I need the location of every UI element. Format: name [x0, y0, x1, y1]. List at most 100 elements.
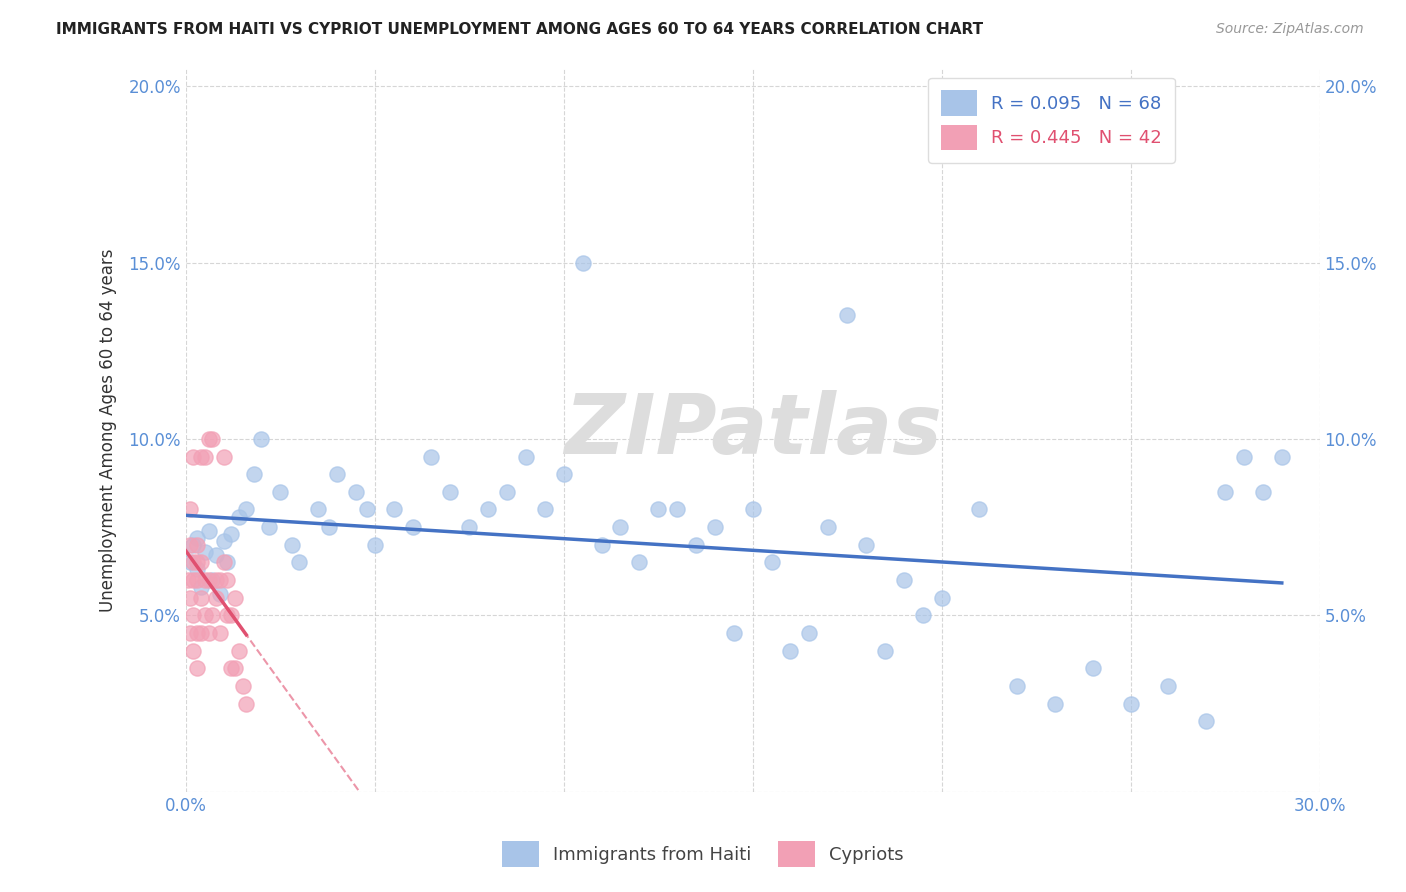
Point: [194, 545, 217, 559]
Point: [179, 555, 201, 569]
Point: [420, 450, 443, 464]
Point: [190, 626, 212, 640]
Point: [515, 450, 537, 464]
Point: [356, 502, 378, 516]
Point: [228, 643, 250, 657]
Point: [269, 484, 291, 499]
Point: [969, 502, 991, 516]
Point: [179, 538, 201, 552]
Point: [1195, 714, 1218, 728]
Point: [250, 432, 273, 446]
Point: [855, 538, 877, 552]
Point: [779, 643, 801, 657]
Point: [219, 608, 242, 623]
Point: [741, 502, 763, 516]
Point: [666, 502, 689, 516]
Point: [183, 573, 205, 587]
Text: ZIPatlas: ZIPatlas: [564, 390, 942, 471]
Point: [186, 562, 208, 576]
Point: [364, 538, 387, 552]
Point: [288, 555, 311, 569]
Point: [553, 467, 575, 482]
Point: [893, 573, 915, 587]
Point: [496, 484, 519, 499]
Point: [186, 573, 208, 587]
Point: [186, 661, 208, 675]
Point: [194, 573, 217, 587]
Point: [190, 450, 212, 464]
Point: [179, 502, 201, 516]
Point: [212, 450, 235, 464]
Point: [761, 555, 783, 569]
Point: [1007, 679, 1029, 693]
Point: [1043, 697, 1066, 711]
Point: [628, 555, 651, 569]
Point: [458, 520, 481, 534]
Legend: R = 0.095   N = 68, R = 0.445   N = 42: R = 0.095 N = 68, R = 0.445 N = 42: [928, 78, 1174, 163]
Point: [799, 626, 821, 640]
Point: [534, 502, 557, 516]
Point: [1271, 450, 1294, 464]
Point: [837, 309, 859, 323]
Point: [647, 502, 669, 516]
Point: [318, 520, 340, 534]
Point: [205, 573, 228, 587]
Point: [243, 467, 266, 482]
Point: [1081, 661, 1104, 675]
Point: [201, 608, 224, 623]
Point: [217, 555, 239, 569]
Point: [212, 555, 235, 569]
Point: [186, 555, 208, 569]
Point: [197, 573, 219, 587]
Point: [235, 502, 257, 516]
Point: [190, 555, 212, 569]
Point: [703, 520, 725, 534]
Point: [217, 573, 239, 587]
Point: [194, 450, 217, 464]
Point: [190, 580, 212, 594]
Point: [183, 450, 205, 464]
Point: [186, 626, 208, 640]
Point: [280, 538, 302, 552]
Point: [179, 626, 201, 640]
Point: [873, 643, 896, 657]
Point: [228, 509, 250, 524]
Point: [235, 697, 257, 711]
Point: [179, 591, 201, 605]
Point: [382, 502, 405, 516]
Text: IMMIGRANTS FROM HAITI VS CYPRIOT UNEMPLOYMENT AMONG AGES 60 TO 64 YEARS CORRELAT: IMMIGRANTS FROM HAITI VS CYPRIOT UNEMPLO…: [56, 22, 983, 37]
Point: [307, 502, 329, 516]
Point: [257, 520, 280, 534]
Point: [183, 538, 205, 552]
Point: [1233, 450, 1256, 464]
Point: [208, 587, 231, 601]
Point: [219, 527, 242, 541]
Legend: Immigrants from Haiti, Cypriots: Immigrants from Haiti, Cypriots: [495, 834, 911, 874]
Point: [609, 520, 631, 534]
Point: [401, 520, 423, 534]
Point: [1157, 679, 1180, 693]
Point: [231, 679, 253, 693]
Point: [183, 555, 205, 569]
Point: [1119, 697, 1142, 711]
Point: [212, 534, 235, 549]
Point: [1251, 484, 1274, 499]
Point: [205, 591, 228, 605]
Point: [1213, 484, 1236, 499]
Point: [344, 484, 367, 499]
Point: [439, 484, 461, 499]
Point: [817, 520, 839, 534]
Point: [911, 608, 934, 623]
Point: [186, 531, 208, 545]
Point: [201, 573, 224, 587]
Text: Source: ZipAtlas.com: Source: ZipAtlas.com: [1216, 22, 1364, 37]
Point: [197, 432, 219, 446]
Point: [183, 608, 205, 623]
Point: [224, 591, 246, 605]
Point: [194, 608, 217, 623]
Point: [591, 538, 613, 552]
Point: [208, 573, 231, 587]
Point: [217, 608, 239, 623]
Y-axis label: Unemployment Among Ages 60 to 64 years: Unemployment Among Ages 60 to 64 years: [100, 248, 117, 612]
Point: [685, 538, 707, 552]
